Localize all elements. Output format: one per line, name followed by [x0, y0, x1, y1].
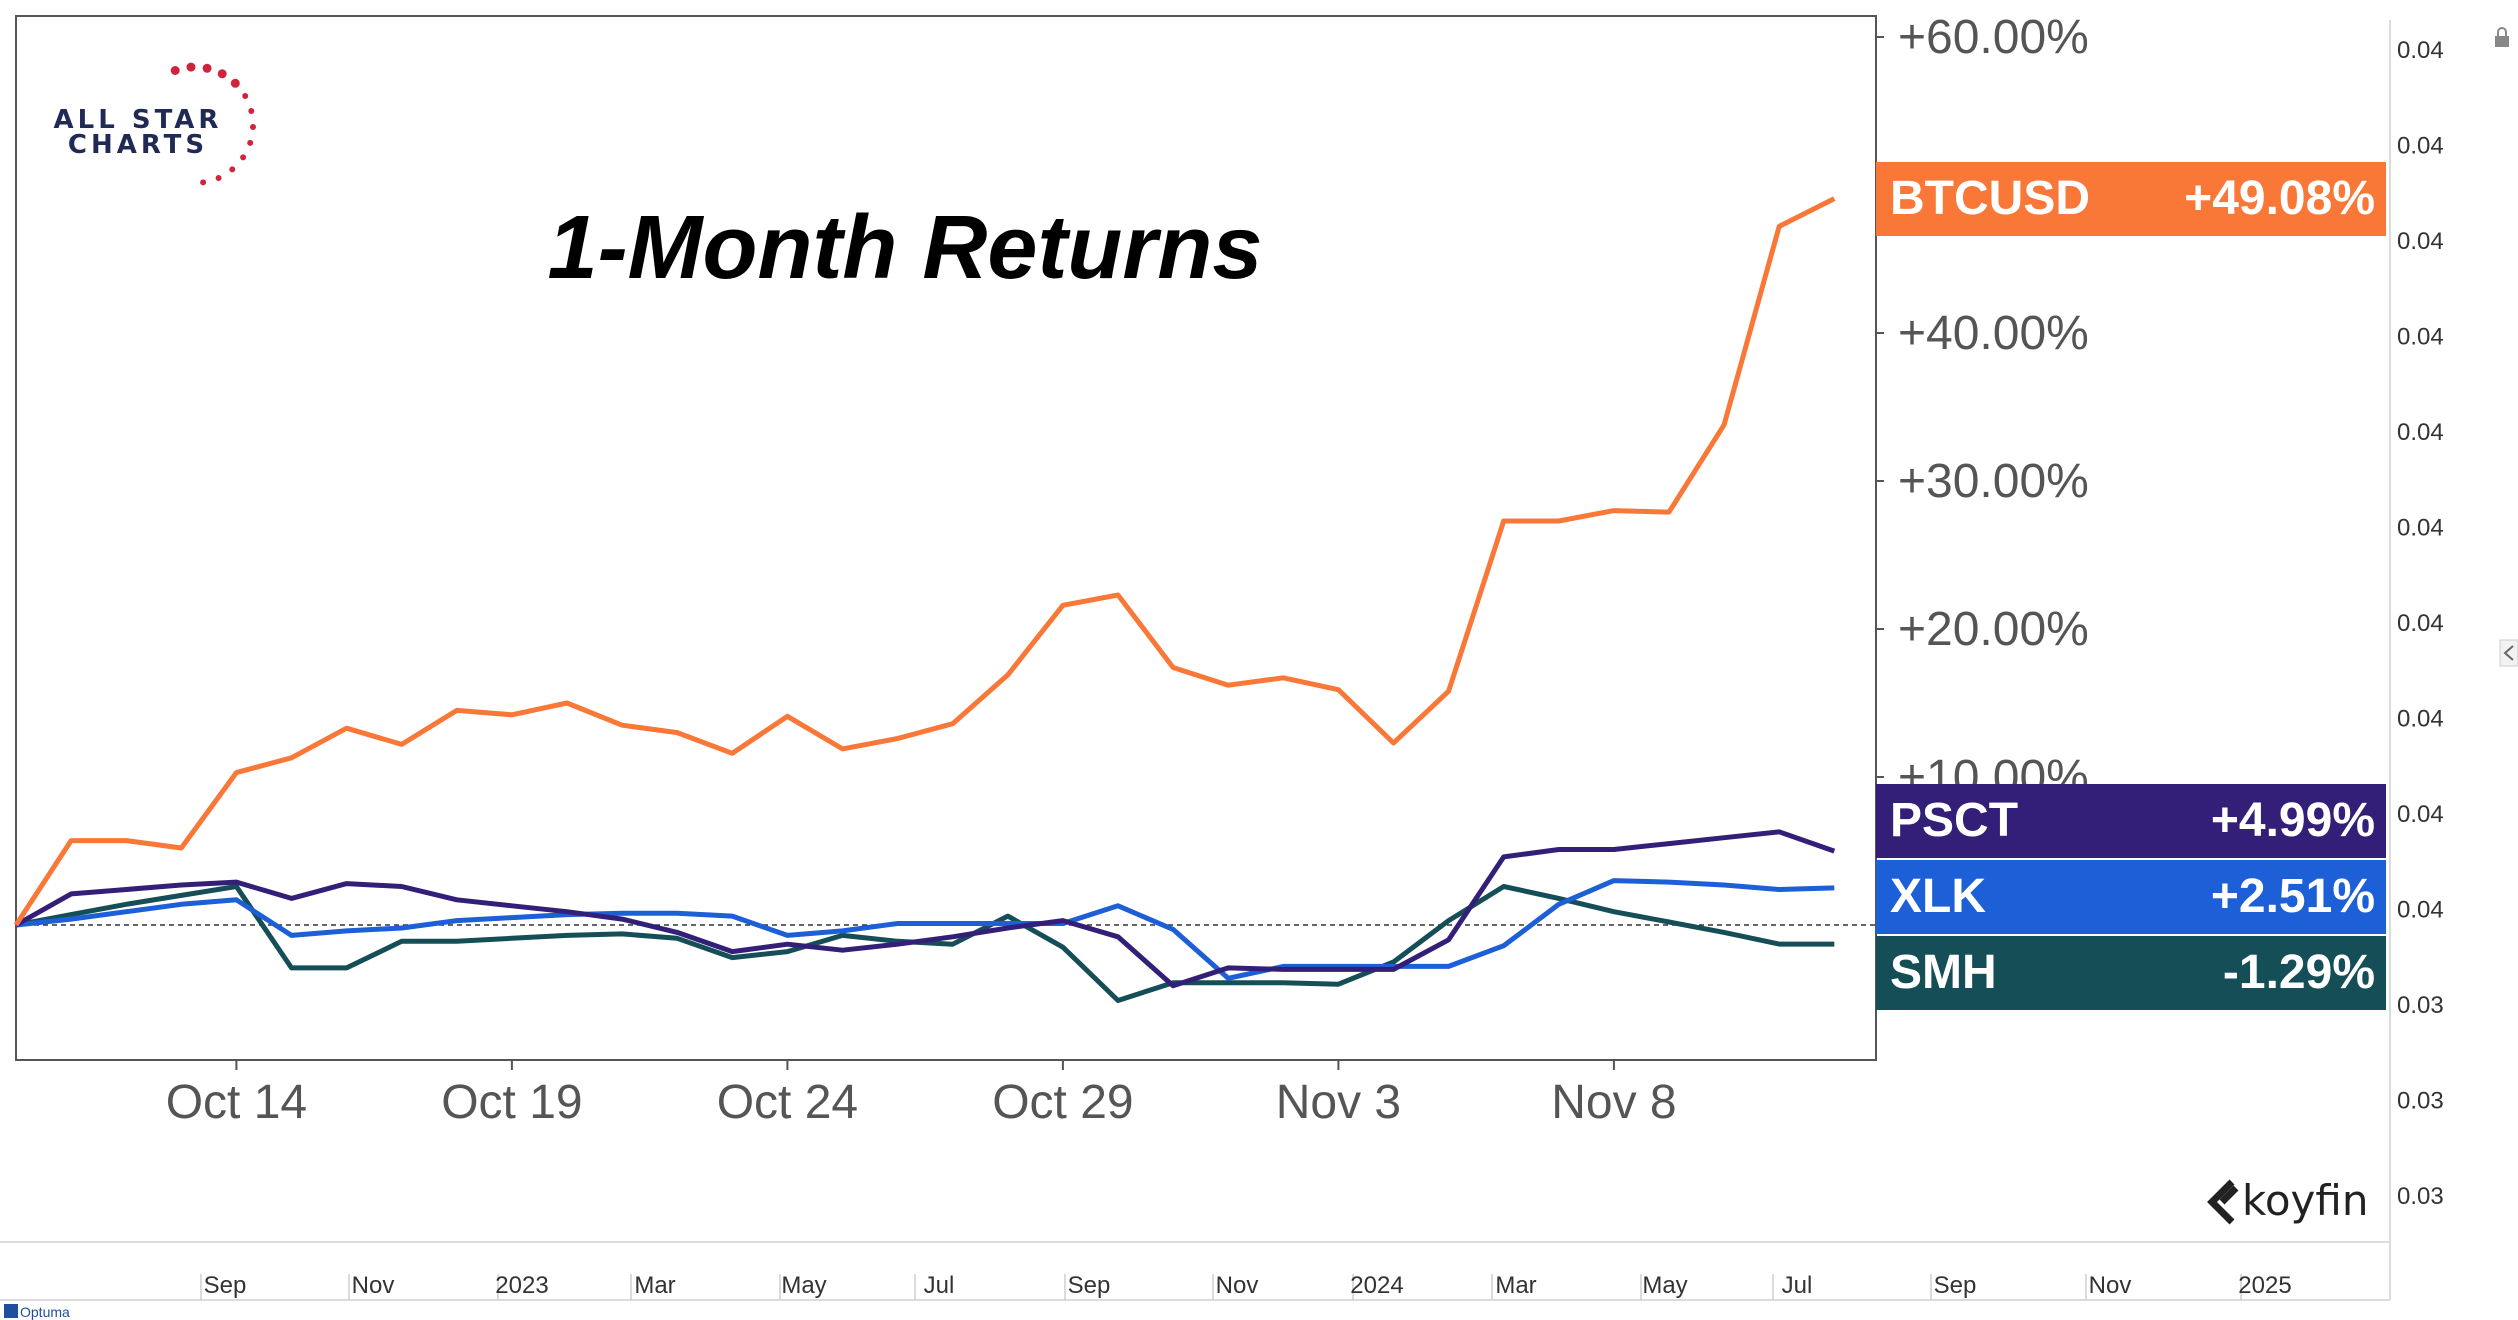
bg-right-tick-label: 0.04: [2397, 37, 2444, 64]
koyfin-logo-icon: [2207, 1179, 2239, 1225]
series-line-xlk: [15, 878, 1835, 981]
y-tick-label: +30.00%: [1898, 455, 2089, 508]
chart-title: 1-Month Returns: [548, 198, 1263, 298]
koyfin-watermark: koyfin: [2207, 1176, 2368, 1225]
logo-line1: ALL STAR: [54, 105, 223, 135]
bg-bottom-label: 2024: [1350, 1272, 1403, 1299]
bg-right-tick-label: 0.03: [2397, 992, 2444, 1019]
bg-right-tick-label: 0.04: [2397, 610, 2444, 637]
x-tick-label: Nov 8: [1551, 1076, 1676, 1129]
bg-right-tick-label: 0.04: [2397, 419, 2444, 446]
x-tick-label: Oct 19: [441, 1076, 582, 1129]
bg-right-tick-label: 0.03: [2397, 1183, 2444, 1210]
logo-star-dot: [248, 108, 255, 114]
optuma-text: Optuma: [20, 1304, 70, 1320]
logo-star-dot: [215, 175, 222, 181]
logo-star-dot: [250, 124, 256, 130]
badge-value-psct: +4.99%: [2211, 794, 2375, 847]
y-tick-label: +40.00%: [1898, 307, 2089, 360]
bg-right-tick-label: 0.04: [2397, 897, 2444, 924]
badge-name-smh: SMH: [1890, 946, 1997, 999]
badge-btcusd: [1876, 162, 2386, 236]
collapse-arrow-icon[interactable]: [2499, 639, 2518, 667]
plot-frame: [15, 15, 1877, 1061]
bg-bottom-label: 2023: [495, 1272, 548, 1299]
last-value-badges: BTCUSD +49.08% PSCT +4.99% XLK +2.51% SMH -1.29…: [1876, 162, 2386, 1010]
logo-star-dot: [247, 139, 254, 146]
bg-bottom-label: Nov: [1216, 1272, 1259, 1299]
y-tick-label: +60.00%: [1898, 11, 2089, 64]
bg-right-tick-label: 0.04: [2397, 133, 2444, 160]
bg-bottom-label: Nov: [2089, 1272, 2132, 1299]
logo-star-dot: [200, 179, 207, 186]
background-chart: 0.04 0.04 0.04 0.04 0.04 0.04 0.04 0.04 0.04 0.04…: [0, 20, 2518, 1320]
badge-xlk: [1876, 860, 2386, 934]
logo-star-dot: [202, 63, 212, 73]
lock-icon[interactable]: [2495, 27, 2509, 47]
optuma-logo: Optuma: [4, 1304, 70, 1320]
badge-psct: [1876, 784, 2386, 858]
x-axis-ticks: Oct 14 Oct 19 Oct 24 Oct 29 Nov 3 Nov 8: [166, 1060, 1677, 1129]
logo-star-dot: [242, 93, 249, 99]
badge-value-xlk: +2.51%: [2211, 870, 2375, 923]
star-arc-icon: [170, 62, 256, 186]
x-tick-label: Oct 29: [992, 1076, 1133, 1129]
bg-right-tick-label: 0.04: [2397, 706, 2444, 733]
bg-bottom-label: Nov: [352, 1272, 395, 1299]
x-tick-label: Oct 14: [166, 1076, 307, 1129]
logo-star-dot: [229, 166, 236, 173]
badge-name-xlk: XLK: [1890, 870, 1986, 923]
bg-right-tick-label: 0.04: [2397, 324, 2444, 351]
all-star-charts-logo: ALL STAR CHARTS: [54, 62, 256, 186]
bg-bottom-label: Sep: [204, 1272, 247, 1299]
x-tick-label: Nov 3: [1276, 1076, 1401, 1129]
y-axis-ticks: +60.00%+40.00%+30.00%+20.00%+10.00%: [1876, 11, 2089, 804]
series-line-btcusd: [13, 196, 1836, 927]
bg-bottom-label: Sep: [1934, 1272, 1977, 1299]
bg-bottom-label: Sep: [1068, 1272, 1111, 1299]
x-tick-label: Oct 24: [717, 1076, 858, 1129]
bg-bottom-label: Jul: [924, 1272, 955, 1299]
series-line-psct: [14, 829, 1836, 989]
logo-star-dot: [240, 154, 247, 161]
y-tick-label: +20.00%: [1898, 603, 2089, 656]
bg-right-ticks: 0.04 0.04 0.04 0.04 0.04 0.04 0.04 0.04 0.04 0.04…: [2397, 37, 2444, 1210]
bg-bottom-label: 2025: [2238, 1272, 2291, 1299]
bg-bottom-labels: Sep Nov 2023 Mar May Jul Sep Nov 2024 Mar May Jul Se…: [200, 1272, 2292, 1300]
bg-bottom-label: Jul: [1782, 1272, 1813, 1299]
bg-bottom-label: May: [1642, 1272, 1687, 1299]
badge-value-btcusd: +49.08%: [2184, 172, 2375, 225]
bg-right-tick-label: 0.04: [2397, 228, 2444, 255]
badge-smh: [1876, 936, 2386, 1010]
bg-right-tick-label: 0.04: [2397, 515, 2444, 542]
series-lines: [13, 196, 1836, 1003]
badge-name-psct: PSCT: [1890, 794, 2018, 847]
bg-right-tick-label: 0.03: [2397, 1088, 2444, 1115]
bg-right-tick-label: 0.04: [2397, 801, 2444, 828]
logo-star-dot: [217, 69, 227, 79]
logo-star-dot: [230, 78, 240, 88]
bg-bottom-label: Mar: [1495, 1272, 1536, 1299]
koyfin-text: koyfin: [2242, 1176, 2368, 1225]
bg-bottom-label: Mar: [634, 1272, 675, 1299]
logo-star-dot: [186, 62, 196, 72]
bg-bottom-label: May: [781, 1272, 826, 1299]
badge-value-smh: -1.29%: [2223, 946, 2375, 999]
logo-star-dot: [170, 66, 180, 75]
logo-line2: CHARTS: [68, 130, 208, 160]
badge-name-btcusd: BTCUSD: [1890, 172, 2090, 225]
